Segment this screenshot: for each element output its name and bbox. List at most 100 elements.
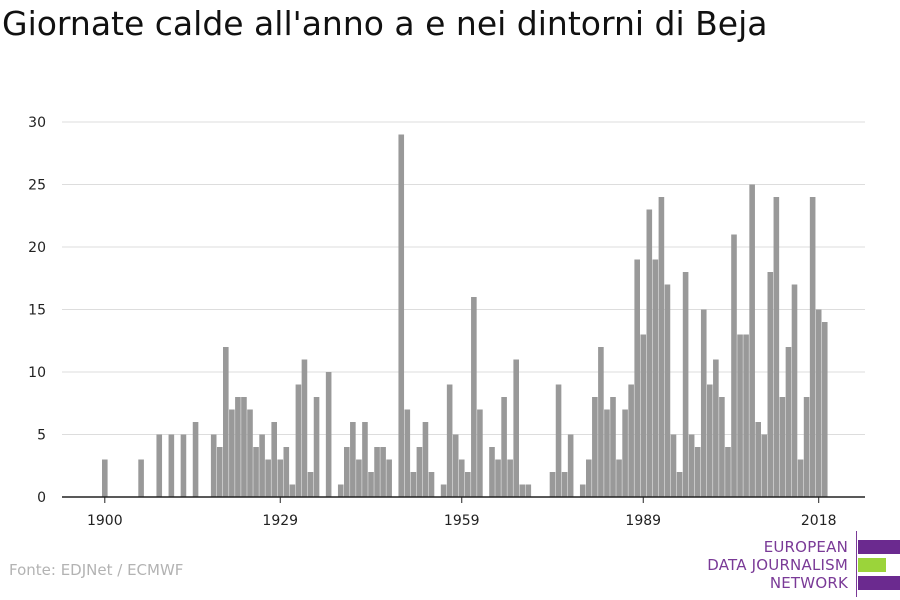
bar-1944 [368, 472, 374, 497]
bar-1996 [682, 272, 689, 497]
bar-1977 [567, 434, 574, 497]
bar-1931 [289, 484, 296, 497]
bar-2008 [755, 422, 761, 497]
bar-1988 [634, 259, 640, 497]
bar-1911 [168, 434, 175, 497]
bar-1923 [241, 397, 247, 497]
bar-1900 [102, 459, 108, 497]
bar-1950 [404, 409, 411, 497]
chart-title: Giornate calde all'anno a e nei dintorni… [2, 4, 768, 43]
bar-1930 [283, 447, 290, 497]
bar-1956 [440, 484, 447, 497]
logo-divider [856, 531, 857, 597]
bar-1987 [628, 384, 634, 497]
bar-1945 [374, 447, 380, 497]
bar-1921 [229, 409, 235, 497]
bar-1995 [676, 472, 683, 497]
bar-1947 [386, 459, 392, 497]
logo-stripe-bottom [858, 576, 900, 590]
bar-1994 [670, 434, 677, 497]
bar-1982 [598, 347, 604, 497]
bar-1954 [428, 472, 435, 497]
bar-2002 [719, 397, 725, 497]
bar-1932 [295, 384, 302, 497]
bar-2009 [761, 434, 768, 497]
bar-1939 [337, 484, 344, 497]
bar-1913 [180, 434, 187, 497]
y-tick-label-0: 0 [37, 490, 46, 506]
y-tick-label-15: 15 [28, 303, 46, 319]
bar-1959 [458, 459, 465, 497]
bar-1969 [519, 484, 526, 497]
bar-1957 [446, 384, 453, 497]
logo-stripe-top [858, 540, 900, 554]
x-tick-label-2018: 2018 [801, 513, 837, 529]
bar-1983 [604, 409, 610, 497]
x-tick-label-1959: 1959 [444, 513, 480, 529]
bar-1967 [507, 459, 513, 497]
bar-1985 [616, 459, 622, 497]
logo-line-network: NETWORK [769, 574, 848, 592]
bar-1925 [253, 447, 259, 497]
bar-1993 [664, 284, 671, 497]
bar-1999 [700, 309, 707, 497]
bar-1965 [495, 459, 501, 497]
bar-1940 [344, 447, 350, 497]
logo-stripe-middle [858, 558, 886, 572]
edjnet-logo: EUROPEAN DATA JOURNALISM NETWORK [700, 531, 900, 597]
bar-chart: 0 5 10 15 20 25 30 1900 1929 1959 1989 2018 [28, 115, 865, 529]
source-note: Fonte: EDJNet / ECMWF [9, 561, 184, 579]
bar-1935 [313, 397, 320, 497]
y-axis-tick-labels: 0 5 10 15 20 25 30 [28, 115, 46, 506]
bar-1991 [652, 259, 659, 497]
bar-1984 [610, 397, 616, 497]
bar-2001 [713, 359, 719, 497]
bar-1934 [307, 472, 314, 497]
bar-1951 [410, 472, 417, 497]
bar-1979 [579, 484, 586, 497]
bar-1927 [265, 459, 271, 497]
bar-1949 [398, 134, 405, 497]
bar-1974 [549, 472, 556, 497]
logo-line-data-journalism: DATA JOURNALISM [707, 556, 848, 574]
bar-1924 [247, 409, 253, 497]
bar-2011 [773, 197, 780, 497]
bar-1980 [586, 459, 592, 497]
bar-1989 [640, 334, 647, 497]
bar-2007 [749, 184, 755, 497]
bar-1906 [138, 459, 144, 497]
bar-1915 [192, 422, 199, 497]
bar-1990 [646, 209, 653, 497]
y-tick-label-5: 5 [37, 428, 46, 444]
bar-1937 [325, 372, 332, 497]
bar-2003 [725, 447, 731, 497]
bar-1926 [259, 434, 265, 497]
bar-2013 [785, 347, 792, 497]
bars [102, 134, 828, 497]
bar-1992 [658, 197, 665, 497]
bar-2016 [803, 397, 810, 497]
bar-1918 [210, 434, 217, 497]
bar-1958 [452, 434, 459, 497]
bar-2015 [797, 459, 804, 497]
bar-1946 [380, 447, 386, 497]
bar-2019 [821, 322, 828, 497]
bar-1952 [416, 447, 423, 497]
bar-1953 [422, 422, 429, 497]
x-tick-label-1929: 1929 [262, 513, 298, 529]
bar-1960 [465, 472, 471, 497]
bar-1986 [622, 409, 628, 497]
bar-1964 [489, 447, 495, 497]
bar-1976 [561, 472, 568, 497]
bar-2010 [767, 272, 774, 497]
bar-1942 [356, 459, 362, 497]
bar-2017 [809, 197, 816, 497]
bar-1962 [477, 409, 483, 497]
bar-2000 [707, 384, 713, 497]
bar-1968 [513, 359, 519, 497]
x-tick-label-1989: 1989 [625, 513, 661, 529]
y-tick-label-10: 10 [28, 365, 46, 381]
bar-2012 [779, 397, 786, 497]
bar-1929 [277, 459, 284, 497]
logo-line-european: EUROPEAN [763, 538, 848, 556]
